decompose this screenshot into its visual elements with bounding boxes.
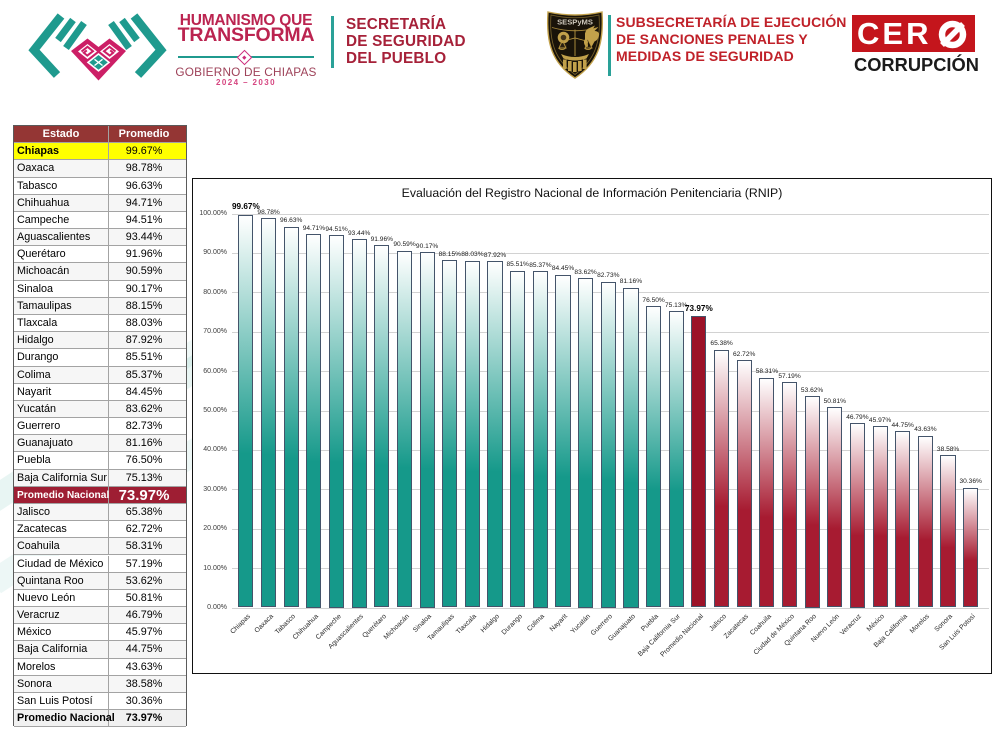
svg-text:SESPyMS: SESPyMS bbox=[557, 18, 593, 27]
